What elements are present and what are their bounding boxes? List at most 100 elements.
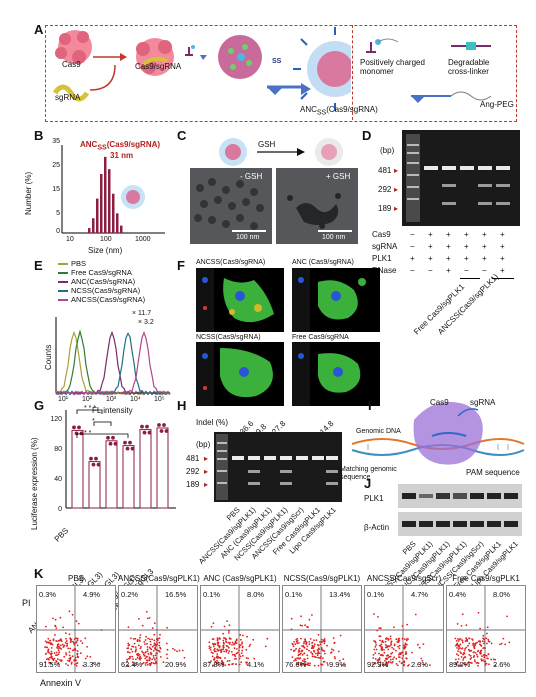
k-event-dot: [374, 658, 377, 660]
d-cell: −: [482, 266, 487, 275]
k-event-dot: [153, 633, 156, 636]
legend-angpeg: Ang-PEG: [480, 100, 514, 109]
k-event-dot: [319, 657, 322, 659]
b-ylabel-wrap: Number (%): [24, 172, 67, 224]
k-event-dot: [217, 641, 220, 644]
k-event-dot: [238, 663, 241, 666]
k-event-dot: [333, 642, 336, 645]
k-event-dot: [398, 656, 400, 658]
d-group2-wrap: ANCSS(Cas9/sgPLK1): [436, 272, 518, 339]
k-event-dot: [399, 652, 402, 655]
k-event-dot: [480, 659, 483, 662]
k-event-dot: [74, 649, 77, 651]
k-event-dot: [380, 653, 383, 656]
b-ylabel: Number (%): [24, 171, 33, 215]
k-event-dot: [137, 617, 140, 620]
k-event-dot: [395, 663, 398, 665]
e-legend-item: NCSS(Cas9/sgRNA): [58, 287, 140, 295]
c-scale2: 100 nm: [322, 234, 346, 241]
k-event-dot: [315, 639, 318, 641]
k-event-dot: [457, 654, 460, 657]
ss-label: SS: [272, 58, 282, 65]
k-event-dot: [238, 649, 240, 652]
k-event-dot: [242, 634, 244, 637]
k-event-dot: [210, 651, 213, 654]
k-event-dot: [488, 663, 490, 666]
k-event-dot: [248, 645, 251, 648]
k-event-dot: [223, 625, 226, 628]
k-event-dot: [311, 655, 314, 658]
k-event-dot: [379, 661, 382, 664]
k-ylabel: PI: [22, 598, 31, 608]
k-event-dot: [455, 658, 457, 661]
d-arrow-3: ▸: [394, 204, 399, 213]
k-event-dot: [70, 662, 73, 665]
k-event-dot: [404, 638, 406, 641]
k-event-dot: [404, 643, 407, 646]
d-cell: −: [410, 242, 415, 251]
k-event-dot: [158, 641, 161, 644]
k-event-dot: [68, 657, 71, 660]
i-cas9: Cas9: [430, 398, 449, 407]
g-ytick-40: 40: [54, 476, 62, 483]
k-event-dot: [500, 642, 503, 645]
k-event-dot: [245, 663, 248, 665]
d-band-292: 292: [378, 185, 392, 194]
k-event-dot: [154, 658, 156, 661]
e-xtick-1: 10¹: [58, 396, 69, 403]
k-flow-scatter: [37, 586, 115, 672]
k-event-dot: [294, 643, 297, 646]
e-xtick-3: 10³: [106, 396, 117, 403]
e-legend-label: Free Cas9/sgRNA: [71, 268, 132, 277]
k-event-dot: [466, 640, 469, 642]
k-event-dot: [238, 644, 241, 646]
k-event-dot: [149, 640, 152, 643]
k-event-dot: [84, 637, 87, 640]
k-plot-title: ANCSS(Cas9/sgScr): [366, 574, 442, 583]
k-event-dot: [135, 658, 137, 661]
k-event-dot: [146, 661, 149, 664]
panel-label-k: K: [34, 566, 44, 581]
k-event-dot: [57, 658, 59, 660]
k-event-dot: [76, 650, 79, 652]
d-cell: +: [464, 242, 469, 251]
e-xlabel: FL intensity: [92, 406, 133, 415]
k-event-dot: [222, 648, 224, 651]
k-event-dot: [480, 645, 483, 647]
k-event-dot: [133, 663, 135, 666]
e-legend-label: NCSS(Cas9/sgRNA): [71, 286, 141, 295]
k-event-dot: [297, 661, 300, 664]
k-event-dot: [236, 651, 239, 654]
d-cell: +: [446, 230, 451, 239]
k-event-dot: [389, 661, 392, 664]
k-event-dot: [50, 647, 53, 649]
d-cell: +: [428, 254, 433, 263]
k-event-dot: [457, 650, 459, 652]
k-event-dot: [221, 663, 224, 666]
k-event-dot: [494, 664, 497, 667]
k-event-dot: [56, 640, 58, 643]
k-event-dot: [460, 656, 463, 658]
k-event-dot: [149, 664, 152, 667]
k-event-dot: [69, 647, 71, 650]
k-event-dot: [219, 637, 221, 640]
k-event-dot: [384, 646, 387, 649]
b-ytick-15: 15: [52, 186, 60, 193]
k-event-dot: [53, 652, 56, 654]
b-xlabel: Size (nm): [88, 246, 123, 255]
k-event-dot: [315, 652, 317, 655]
k-event-dot: [296, 640, 299, 642]
sgrna-icon: [52, 84, 90, 102]
b-bar: [96, 198, 99, 233]
g-point: [108, 441, 113, 446]
k-event-dot: [308, 649, 310, 652]
k-event-dot: [74, 647, 76, 650]
k-event-dot: [57, 653, 60, 655]
k-event-dot: [222, 639, 225, 642]
k-event-dot: [67, 647, 70, 650]
e-legend-item: ANCSS(Cas9/sgRNA): [58, 296, 145, 304]
k-event-dot: [51, 643, 54, 646]
k-event-dot: [76, 637, 79, 640]
scale-bar-2: [318, 230, 352, 232]
k-event-dot: [480, 652, 482, 655]
